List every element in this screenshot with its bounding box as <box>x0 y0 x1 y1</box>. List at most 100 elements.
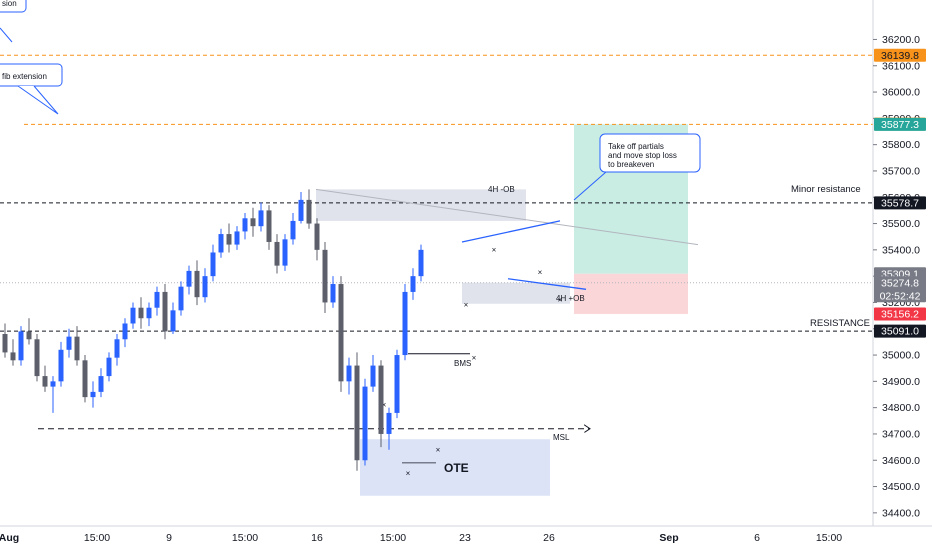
candle-body <box>170 310 176 332</box>
price-tag <box>874 276 926 303</box>
candle <box>10 339 16 366</box>
candle-body <box>242 218 248 232</box>
candle-body <box>290 220 296 240</box>
price-tick-label: 34400.0 <box>882 507 920 519</box>
candle <box>282 234 288 271</box>
candle <box>122 318 128 348</box>
x-mark-1: × <box>406 469 411 478</box>
partials-line-2: and move stop loss <box>608 151 677 160</box>
time-axis-bg[interactable] <box>0 526 932 550</box>
partials-line-1: Take off partials <box>608 142 664 151</box>
wedge-upper-line <box>461 220 561 243</box>
candle <box>162 284 168 340</box>
time-tick-label: Aug <box>0 532 19 544</box>
fib-callout-top-text: sion <box>2 0 17 8</box>
candle-body <box>2 334 8 353</box>
candle <box>106 352 112 382</box>
price-tick-label: 34900.0 <box>882 376 920 388</box>
x-mark-6: × <box>558 295 563 304</box>
time-tick-label: 15:00 <box>816 532 842 544</box>
candle <box>82 355 88 403</box>
candle-body <box>66 336 72 350</box>
candle-body <box>90 391 96 398</box>
candle-body <box>354 365 360 461</box>
candle <box>26 318 32 345</box>
zones-layer <box>316 124 688 496</box>
candle-body <box>410 276 416 292</box>
candle-body <box>146 307 152 319</box>
candle-body <box>218 234 224 253</box>
candle <box>170 302 176 335</box>
candle-body <box>138 307 144 319</box>
price-tag <box>874 117 926 131</box>
candle <box>274 234 280 274</box>
candle <box>2 323 8 358</box>
price-tick-label: 34700.0 <box>882 428 920 440</box>
price-tick-label: 34600.0 <box>882 455 920 467</box>
minor-resistance-label: Minor resistance <box>791 184 861 195</box>
candle <box>226 223 232 253</box>
price-tag <box>874 196 926 210</box>
candle <box>338 276 344 392</box>
price-tick-label: 36000.0 <box>882 87 920 99</box>
candle-body <box>202 276 208 298</box>
candle <box>50 376 56 413</box>
candle-body <box>210 252 216 277</box>
candle-body <box>26 331 32 340</box>
candle <box>154 286 160 316</box>
candle <box>130 302 136 329</box>
price-tag-label: 35091.0 <box>881 326 919 338</box>
price-tag-label: 35578.7 <box>881 197 919 209</box>
msl-label: MSL <box>553 433 570 442</box>
loss-zone <box>574 273 688 314</box>
candles-layer <box>2 189 424 471</box>
candle <box>210 244 216 282</box>
price-tick-label: 36200.0 <box>882 34 920 46</box>
ob-4h-bull-zone <box>462 282 570 304</box>
price-tag-label: 35877.3 <box>881 119 919 131</box>
x-mark-2: × <box>436 445 441 454</box>
candle <box>402 284 408 361</box>
fib-callout-top-pointer <box>0 27 13 43</box>
candle <box>234 226 240 250</box>
time-tick-label: 6 <box>754 532 760 544</box>
price-tags: 36139.835878.235877.335578.735309.135274… <box>874 48 926 338</box>
descending-trendline <box>315 188 699 246</box>
candle-body <box>98 376 104 392</box>
candle <box>394 349 400 419</box>
ote-label: OTE <box>444 461 469 475</box>
x-mark-3: × <box>472 353 477 362</box>
price-axis-bg[interactable] <box>873 0 932 526</box>
price-tag <box>874 48 926 62</box>
candle-body <box>370 365 376 387</box>
candle-body <box>330 284 336 303</box>
candle-body <box>314 223 320 250</box>
annotations: sion fib extension Minor resistance RESI… <box>0 0 870 475</box>
candle <box>186 265 192 295</box>
bms-label: BMS <box>454 359 471 368</box>
candle-body <box>322 249 328 303</box>
price-tick-label: 35400.0 <box>882 244 920 256</box>
candle-body <box>346 365 352 382</box>
candle <box>322 241 328 313</box>
candle <box>330 276 336 308</box>
candle-body <box>58 349 64 382</box>
drawings-layer: × × × × × × × × <box>38 188 699 478</box>
time-tick-label: Sep <box>659 532 678 544</box>
candle-body <box>378 365 384 434</box>
candle-body <box>194 270 200 298</box>
candle <box>298 191 304 224</box>
candle-body <box>418 249 424 277</box>
price-tick-label: 34800.0 <box>882 402 920 414</box>
price-tag-label: 35274.8 <box>881 277 919 289</box>
candle-body <box>234 231 240 245</box>
price-tick-label: 34500.0 <box>882 481 920 493</box>
candle-body <box>122 323 128 340</box>
candle-body <box>106 357 112 377</box>
horizontal-lines-layer <box>0 54 873 332</box>
price-tick-label: 35800.0 <box>882 139 920 151</box>
candle <box>42 365 48 392</box>
candle <box>410 268 416 300</box>
candle-body <box>82 360 88 398</box>
